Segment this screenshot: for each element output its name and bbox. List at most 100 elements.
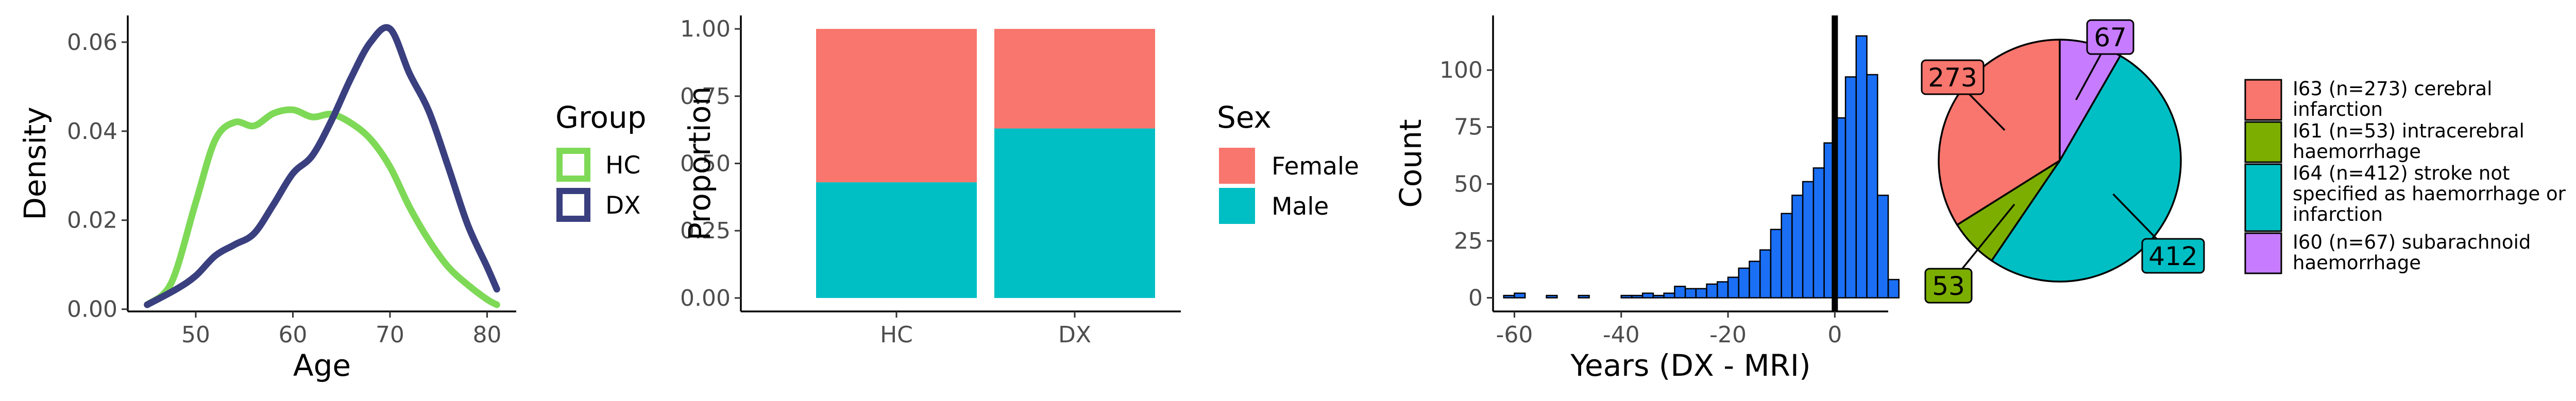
density-ytick-label: 0.00 xyxy=(67,297,117,323)
bar-hc-male xyxy=(816,182,977,298)
histogram-bar xyxy=(1844,76,1857,299)
histogram-bar xyxy=(1695,288,1707,299)
histogram-x-axis-title: Years (DX - MRI) xyxy=(1570,348,1810,383)
histogram-xtick-label: -20 xyxy=(1709,322,1747,348)
density-legend-label-dx: DX xyxy=(605,191,640,220)
pie-label-box xyxy=(1924,268,1973,304)
proportion-ytick-label: 0.00 xyxy=(680,285,731,311)
pie-slice-label: 273 xyxy=(1928,63,1977,93)
histogram-bar xyxy=(1717,281,1729,299)
histogram-xtick-label: -60 xyxy=(1496,322,1533,348)
pie-legend-line: infarction xyxy=(2293,203,2383,225)
proportion-ytick-label: 0.25 xyxy=(680,218,731,244)
pie-legend-line: specified as haemorrhage or xyxy=(2293,183,2566,205)
pie-legend-key-53 xyxy=(2244,121,2282,163)
histogram-bar xyxy=(1546,294,1558,299)
density-xtick-label: 80 xyxy=(472,322,501,348)
density-ytick-label: 0.04 xyxy=(67,118,117,145)
histogram-bar xyxy=(1503,294,1515,299)
histogram-bar xyxy=(1641,292,1654,299)
pie-legend-key-67 xyxy=(2244,232,2282,274)
histogram-bar xyxy=(1770,229,1782,299)
density-legend-key-hc xyxy=(556,148,590,182)
pie-legend-label-412: I64 (n=412) stroke not specified as haemo… xyxy=(2293,162,2566,225)
bar-dx-female xyxy=(994,29,1155,129)
histogram-bar xyxy=(1706,283,1718,299)
histogram-bar xyxy=(1812,167,1825,299)
histogram-bar xyxy=(1674,286,1686,299)
histogram-bar xyxy=(1802,181,1815,299)
pie-slice-label: 67 xyxy=(2094,23,2127,53)
pie-legend-key-273 xyxy=(2244,79,2282,121)
histogram-bar xyxy=(1727,276,1740,299)
histogram-bar xyxy=(1749,260,1761,299)
histogram-ytick-label: 25 xyxy=(1454,228,1483,254)
density-legend-label-hc: HC xyxy=(605,151,640,180)
pie-slice-label: 412 xyxy=(2148,241,2197,271)
density-xtick-label: 60 xyxy=(278,322,307,348)
histogram-bar xyxy=(1877,195,1889,299)
proportion-xtick-label: HC xyxy=(880,322,913,348)
histogram-y-axis-title: Count xyxy=(1393,119,1428,207)
histogram-bar xyxy=(1759,249,1772,299)
density-y-axis-title: Density xyxy=(18,107,53,220)
pie-legend-line: I61 (n=53) intracerebral xyxy=(2293,120,2524,142)
histogram-ytick-label: 100 xyxy=(1439,57,1483,83)
histogram-xtick-label: 0 xyxy=(1827,322,1842,348)
histogram-bar xyxy=(1652,294,1665,299)
density-legend-key-dx xyxy=(556,188,590,222)
histogram-bar xyxy=(1514,292,1526,299)
proportion-legend-label-male: Male xyxy=(1272,193,1329,221)
pie-label-box xyxy=(2086,19,2134,55)
histogram-ytick-label: 50 xyxy=(1454,171,1483,197)
histogram-bar xyxy=(1855,35,1868,299)
histogram-panel: 0 25 50 75 100 -60 -40 -20 0 Years (DX - MRI) Coun… xyxy=(1393,15,1900,383)
histogram-bar xyxy=(1791,195,1804,299)
proportion-y-axis-title: Proportion xyxy=(682,86,717,240)
density-ytick-label: 0.06 xyxy=(67,29,117,56)
histogram-bar xyxy=(1620,294,1633,299)
density-legend-title: Group xyxy=(555,100,647,135)
histogram-bar xyxy=(1781,213,1793,299)
histogram-bar xyxy=(1663,292,1675,299)
histogram-ytick-label: 75 xyxy=(1454,114,1483,141)
bar-hc-female xyxy=(816,29,977,183)
density-x-axis-title: Age xyxy=(293,348,351,383)
proportion-legend-label-female: Female xyxy=(1272,152,1359,181)
pie-legend-label-67: I60 (n=67) subarachnoid haemorrhage xyxy=(2293,231,2531,274)
density-xtick-label: 70 xyxy=(376,322,404,348)
histogram-xtick-label: -40 xyxy=(1603,322,1640,348)
proportion-legend-title: Sex xyxy=(1217,100,1272,135)
histogram-ytick-label: 0 xyxy=(1468,285,1483,311)
density-xtick-label: 50 xyxy=(181,322,210,348)
pie-legend-line: I64 (n=412) stroke not xyxy=(2293,162,2510,184)
pie-legend-line: I63 (n=273) cerebral xyxy=(2293,78,2492,100)
bar-dx-male xyxy=(994,128,1155,298)
pie-label-box xyxy=(2141,238,2205,274)
density-line-hc xyxy=(144,106,500,308)
pie-legend-line: haemorrhage xyxy=(2293,141,2421,163)
proportion-legend-key-female xyxy=(1219,148,1255,184)
proportion-ytick-label: 0.50 xyxy=(680,151,731,177)
proportion-legend-key-male xyxy=(1219,188,1255,224)
pie-legend-key-412 xyxy=(2244,163,2282,232)
density-line-dx xyxy=(144,24,500,308)
pie-label-box xyxy=(1921,59,1985,95)
pie-legend-line: I60 (n=67) subarachnoid xyxy=(2293,231,2531,253)
histogram-bar xyxy=(1631,294,1643,299)
histogram-bar xyxy=(1578,294,1590,299)
histogram-bar xyxy=(1684,288,1697,299)
density-panel: 0.00 0.02 0.04 0.06 50 60 70 80 Age Density Group H… xyxy=(18,15,647,383)
histogram-bar xyxy=(1866,74,1878,299)
pie-slice-label: 53 xyxy=(1932,271,1965,301)
proportion-ytick-label: 0.75 xyxy=(680,83,731,110)
histogram-bar xyxy=(1887,278,1900,299)
density-ytick-label: 0.02 xyxy=(67,207,117,234)
pie-legend-line: infarction xyxy=(2293,98,2383,120)
proportion-xtick-label: DX xyxy=(1058,322,1091,348)
pie-legend-label-273: I63 (n=273) cerebral infarction xyxy=(2293,78,2492,120)
pie-slice-412 xyxy=(1990,55,2182,283)
proportion-panel: 0.00 0.25 0.50 0.75 1.00 HC DX Proportion SexFem… xyxy=(680,15,1359,348)
